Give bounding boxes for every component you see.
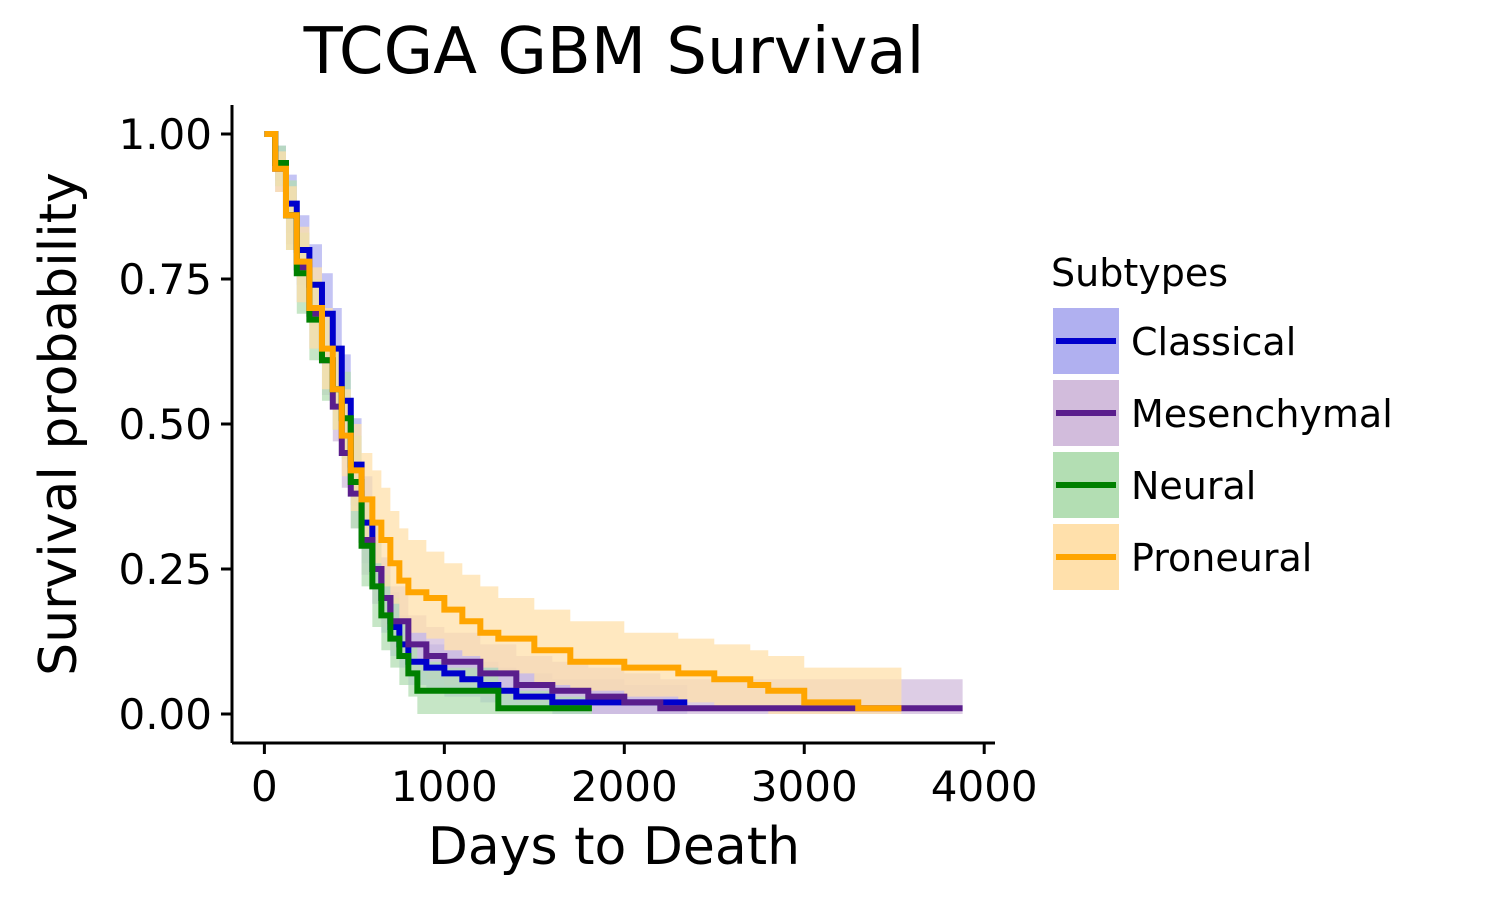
x-tick-label: 4000 xyxy=(931,762,1038,811)
y-axis-title: Survival probability xyxy=(29,172,89,676)
y-tick-label: 1.00 xyxy=(118,110,212,159)
plot-area xyxy=(264,131,963,714)
chart-title: TCGA GBM Survival xyxy=(303,15,925,89)
legend-item-proneural: Proneural xyxy=(1053,524,1312,590)
legend-items: Classical Mesenchymal Neural Proneural xyxy=(1053,308,1393,590)
confidence-band-proneural xyxy=(264,134,902,714)
x-tick-label: 3000 xyxy=(751,762,858,811)
x-tick-label: 2000 xyxy=(571,762,678,811)
y-axis-ticks: 0.00 0.25 0.50 0.75 1.00 xyxy=(118,110,232,739)
y-tick-label: 0.50 xyxy=(118,400,212,449)
legend-title: Subtypes xyxy=(1051,251,1228,295)
survival-curve-proneural xyxy=(264,131,902,712)
legend-label-proneural: Proneural xyxy=(1131,536,1312,580)
survival-curve-neural xyxy=(264,131,592,712)
legend-item-mesenchymal: Mesenchymal xyxy=(1053,380,1393,446)
x-tick-label: 1000 xyxy=(391,762,498,811)
y-tick-label: 0.00 xyxy=(118,690,212,739)
x-axis-ticks: 0 1000 2000 3000 4000 xyxy=(251,743,1038,811)
y-tick-label: 0.75 xyxy=(118,255,212,304)
y-tick-label: 0.25 xyxy=(118,545,212,594)
x-axis-title: Days to Death xyxy=(428,817,800,877)
x-tick-label: 0 xyxy=(251,762,278,811)
legend-label-classical: Classical xyxy=(1131,320,1296,364)
legend-item-neural: Neural xyxy=(1053,452,1256,518)
legend-item-classical: Classical xyxy=(1053,308,1296,374)
legend-label-neural: Neural xyxy=(1131,464,1256,508)
legend: Subtypes Classical Mesenchymal Neural Prone… xyxy=(1051,251,1393,590)
legend-label-mesenchymal: Mesenchymal xyxy=(1131,392,1393,436)
